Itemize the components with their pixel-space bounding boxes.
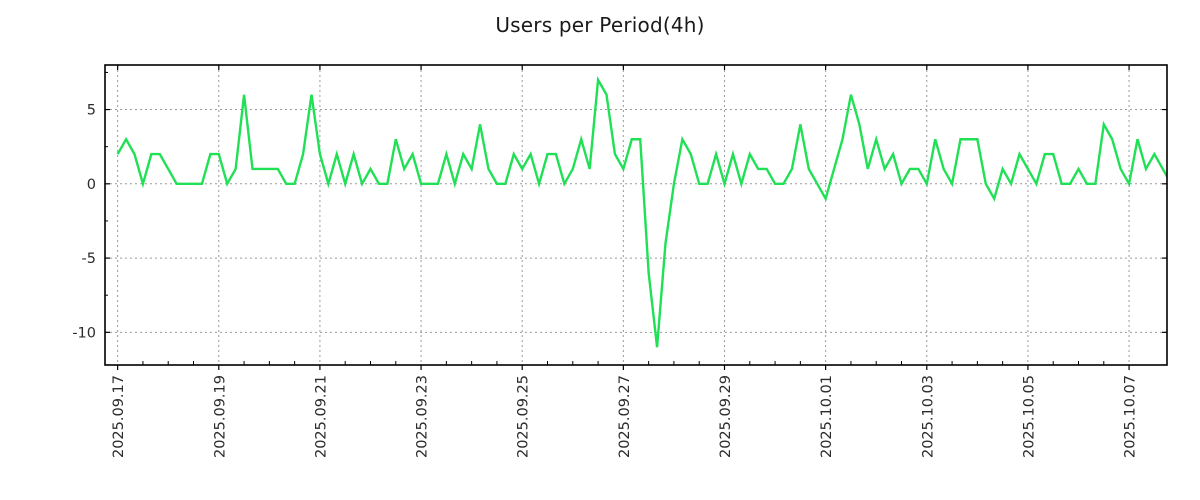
chart-title: Users per Period(4h) [495,13,705,37]
xtick-label-0: 2025.09.17 [111,375,127,458]
xtick-label-4: 2025.09.25 [516,375,532,458]
xtick-label-1: 2025.09.19 [212,375,228,458]
xtick-label-5: 2025.09.27 [617,375,633,458]
ytick-label-2: -5 [82,251,96,267]
xtick-label-6: 2025.09.29 [718,375,734,458]
xtick-label-3: 2025.09.23 [415,375,431,458]
ytick-label-3: -10 [72,325,96,341]
plot-background [105,65,1167,365]
ytick-label-1: 0 [87,177,96,193]
plot-frame [104,64,1168,366]
xtick-label-8: 2025.10.03 [920,375,936,458]
xtick-label-7: 2025.10.01 [819,375,835,458]
xtick-label-10: 2025.10.07 [1123,375,1139,458]
data-series-line [116,75,1167,348]
ytick-label-0: 5 [87,103,96,119]
xtick-label-9: 2025.10.05 [1021,375,1037,458]
xtick-label-2: 2025.09.21 [313,375,329,458]
